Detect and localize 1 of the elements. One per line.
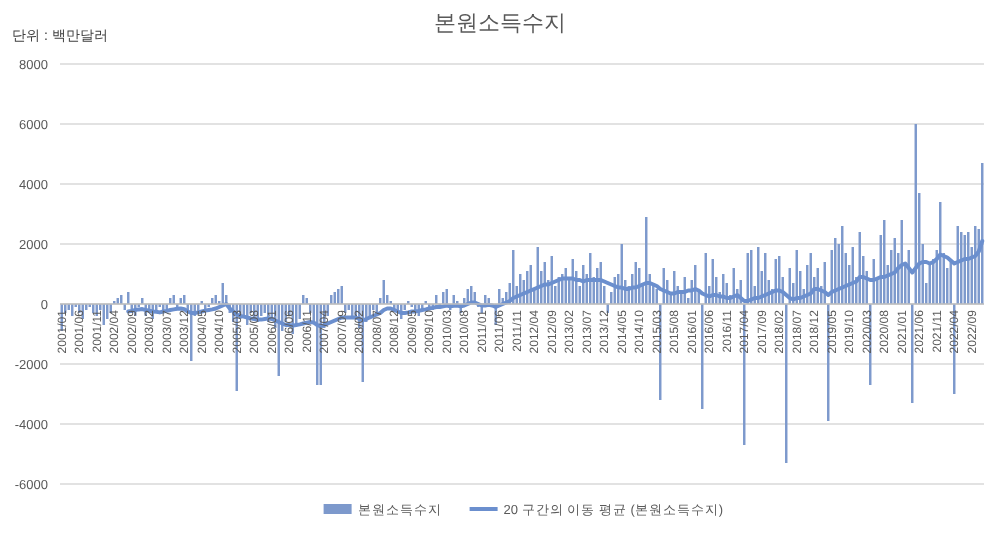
chart-title: 본원소득수지 [434,12,566,36]
